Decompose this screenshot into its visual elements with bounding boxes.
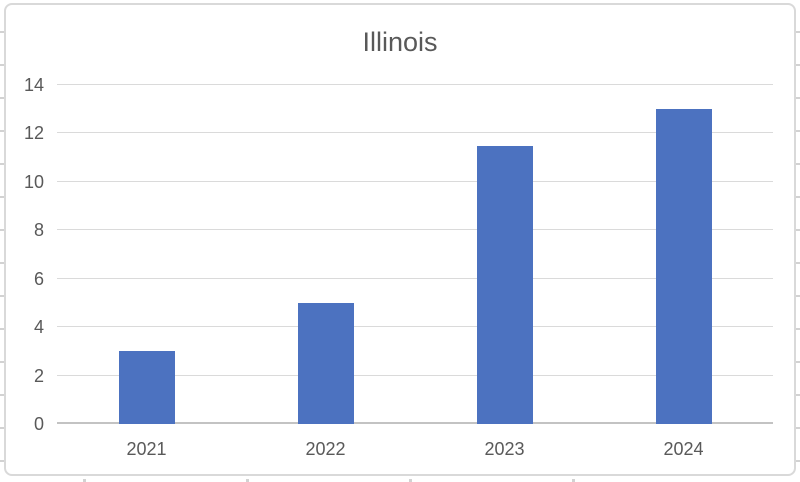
y-axis-labels: 0 2 4 6 8 10 12 14 [0, 75, 44, 434]
bar-2021[interactable] [118, 351, 175, 424]
x-tick-label: 2023 [484, 439, 525, 459]
y-tick-label: 2 [33, 365, 44, 386]
gridline [57, 326, 773, 328]
x-axis-line [57, 422, 773, 424]
bar-2024[interactable] [655, 109, 712, 424]
chart-title[interactable]: Illinois [362, 27, 438, 57]
x-tick-label: 2024 [663, 439, 704, 459]
gridline [57, 229, 773, 231]
gridline [57, 84, 773, 85]
spreadsheet-row-gridline-stubs-right [796, 0, 800, 482]
gridline [57, 374, 773, 376]
x-axis-labels: 2021 2022 2023 2024 [57, 437, 773, 461]
bar-2022[interactable] [297, 302, 354, 424]
y-tick-label: 10 [23, 171, 44, 192]
gridline [57, 132, 773, 134]
x-tick-label: 2021 [126, 439, 167, 459]
y-tick-label: 8 [33, 220, 44, 241]
y-tick-label: 6 [33, 268, 44, 289]
gridline [57, 180, 773, 182]
spreadsheet-row-gridline-stubs-left [0, 0, 4, 482]
y-tick-label: 12 [23, 123, 44, 144]
y-tick-label: 14 [23, 75, 44, 95]
x-tick-label: 2022 [305, 439, 346, 459]
y-tick-label: 0 [33, 414, 44, 434]
gridline [57, 277, 773, 279]
spreadsheet-column-gridline-stubs-bottom [0, 479, 800, 482]
bar-2023[interactable] [476, 145, 533, 424]
y-tick-label: 4 [33, 317, 44, 338]
plot-area [57, 84, 773, 424]
